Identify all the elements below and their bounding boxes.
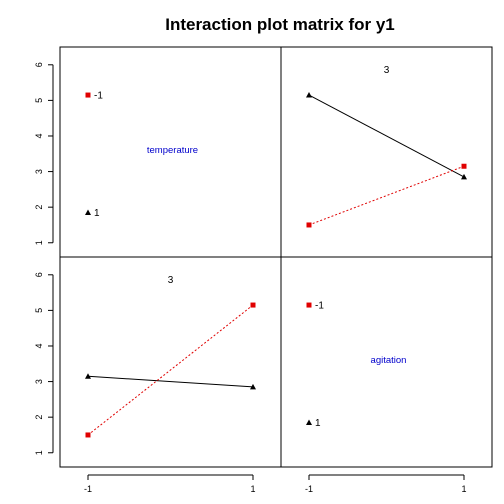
level-marker xyxy=(85,92,91,98)
y-tick-label: 1 xyxy=(34,240,44,245)
plot-area: 1 2 3 4 5 6 1 2 3 4 5 6 -1 1 -1 1 -1 1 temperature 3 3 -1 1 agi… xyxy=(34,46,493,494)
data-point xyxy=(250,383,256,390)
level-marker xyxy=(306,302,312,308)
level-label: -1 xyxy=(94,91,103,102)
data-point xyxy=(306,222,312,228)
y-tick-label: 4 xyxy=(34,133,44,138)
x-tick-label: 1 xyxy=(461,484,466,494)
y-tick-label: 5 xyxy=(34,308,44,313)
panel-annotation: 3 xyxy=(384,65,390,76)
series-line xyxy=(308,94,465,178)
level-marker xyxy=(85,209,91,216)
level-label: -1 xyxy=(315,301,324,312)
data-point xyxy=(461,173,467,180)
y-tick-label: 6 xyxy=(34,272,44,277)
data-point xyxy=(306,92,312,98)
y-tick-label: 2 xyxy=(34,415,44,420)
y-tick-label: 6 xyxy=(34,62,44,67)
data-point xyxy=(85,432,91,438)
factor-label: temperature xyxy=(147,145,198,156)
level-label: 1 xyxy=(94,208,100,219)
series-line xyxy=(87,375,254,388)
series-line xyxy=(87,304,254,436)
level-marker xyxy=(306,419,312,426)
x-tick-label: 1 xyxy=(250,484,255,494)
data-point xyxy=(461,163,467,169)
y-tick-label: 1 xyxy=(34,450,44,455)
chart-title: Interaction plot matrix for y1 xyxy=(165,15,395,34)
y-tick-label: 3 xyxy=(34,379,44,384)
y-tick-label: 2 xyxy=(34,205,44,210)
y-tick-label: 4 xyxy=(34,343,44,348)
x-tick-label: -1 xyxy=(84,484,92,494)
series-line xyxy=(308,165,465,226)
y-tick-label: 3 xyxy=(34,169,44,174)
data-point xyxy=(85,373,91,379)
y-tick-label: 5 xyxy=(34,98,44,103)
panel-annotation: 3 xyxy=(168,275,174,286)
x-tick-label: -1 xyxy=(305,484,313,494)
level-label: 1 xyxy=(315,418,321,429)
data-point xyxy=(250,302,256,308)
factor-label: agitation xyxy=(371,355,407,366)
